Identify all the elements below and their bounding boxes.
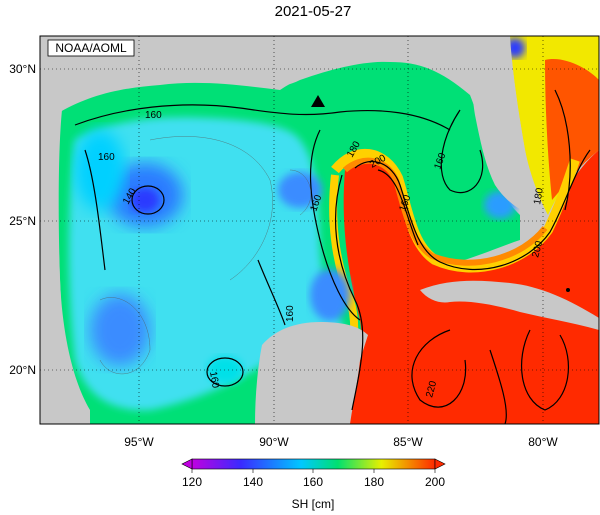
contour-label: 180 [532, 187, 546, 206]
colorbar-gradient [191, 458, 436, 470]
credit-text: NOAA/AOML [55, 41, 127, 55]
florida-land [470, 36, 533, 212]
lon-tick-label: 80°W [528, 435, 558, 449]
lat-tick-label: 30°N [9, 62, 36, 76]
lon-tick-label: 90°W [259, 435, 289, 449]
contour-label: 220 [424, 379, 439, 398]
colorbar-tick-label: 140 [243, 475, 263, 489]
colorbar-min-arrow-icon [181, 458, 193, 470]
colorbar-tick-label: 120 [182, 475, 202, 489]
colorbar-max-arrow-icon [434, 458, 446, 470]
colorbar-tick-label: 180 [364, 475, 384, 489]
contour-label: 160 [98, 152, 115, 163]
gulf-coast-land [40, 36, 470, 110]
credit-box [47, 39, 135, 57]
lon-tick-label: 95°W [124, 435, 154, 449]
contour-label: 160 [145, 110, 162, 121]
colorbar-tick-label: 160 [303, 475, 323, 489]
grid-lines [40, 36, 599, 424]
colorbar: 120 140 160 180 200 SH [cm] [181, 458, 446, 511]
lat-tick-label: 25°N [9, 214, 36, 228]
contour-lines [74, 89, 591, 424]
yucatan-land [255, 322, 368, 424]
colorbar-label: SH [cm] [292, 497, 335, 511]
colorbar-tick-label: 200 [425, 475, 445, 489]
map-title: 2021-05-27 [275, 3, 352, 20]
map-frame [39, 35, 600, 425]
eddy-south [310, 269, 350, 321]
buoy-marker-icon [311, 95, 325, 107]
lat-tick-labels: 30°N 25°N 20°N [9, 62, 36, 377]
contour-label: 200 [530, 239, 545, 258]
station-dot-icon [566, 288, 570, 292]
map-area: 160 140 160 160 180 200 160 160 180 200 … [40, 36, 599, 424]
cuba-land [420, 280, 599, 330]
lon-tick-label: 85°W [393, 435, 423, 449]
eddy-southwest [90, 294, 150, 366]
contour-label: 160 [207, 371, 221, 390]
lon-tick-labels: 95°W 90°W 85°W 80°W [124, 435, 558, 449]
mexico-land [40, 110, 90, 424]
contour-label: 160 [285, 305, 296, 322]
lat-tick-label: 20°N [9, 363, 36, 377]
